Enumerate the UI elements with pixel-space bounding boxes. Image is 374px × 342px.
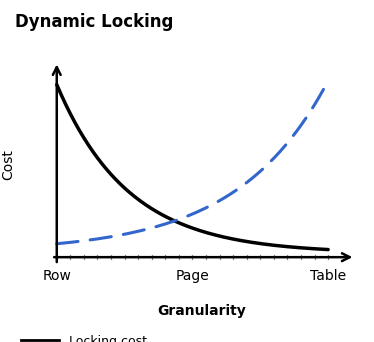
Text: Page: Page: [175, 269, 209, 283]
Text: Granularity: Granularity: [157, 304, 246, 318]
Text: Dynamic Locking: Dynamic Locking: [15, 13, 173, 31]
Text: Row: Row: [42, 269, 71, 283]
Text: Table: Table: [310, 269, 346, 283]
Legend: Locking cost, Concurrency cost: Locking cost, Concurrency cost: [21, 334, 178, 342]
Text: Cost: Cost: [1, 149, 15, 180]
